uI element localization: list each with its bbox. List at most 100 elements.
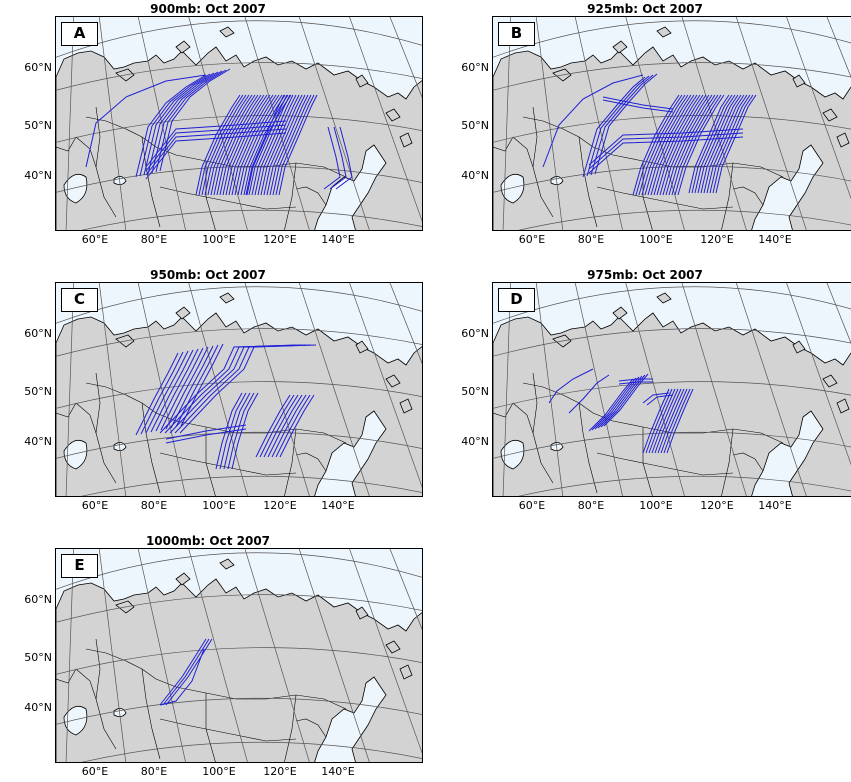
meridian-line xyxy=(298,549,370,762)
trajectory-group xyxy=(85,68,353,196)
trajectory-line xyxy=(145,350,189,434)
trajectory-line xyxy=(645,388,673,454)
island xyxy=(355,74,369,88)
trajectory-line xyxy=(210,94,256,196)
trajectory-line xyxy=(666,388,694,454)
trajectory-line xyxy=(542,74,644,168)
trajectory-line xyxy=(155,69,227,173)
meridian-line xyxy=(535,17,564,230)
trajectory-line xyxy=(275,94,315,196)
latitude-line xyxy=(493,328,851,357)
country-border xyxy=(284,694,297,762)
trajectory-line xyxy=(219,94,265,196)
longitude-label: 80°E xyxy=(140,765,168,778)
trajectory-line xyxy=(162,638,210,706)
meridian-line xyxy=(389,283,422,364)
trajectory-line xyxy=(677,94,725,196)
trajectory-line xyxy=(198,94,244,196)
trajectory-line xyxy=(654,388,682,454)
panel-letter: E xyxy=(61,554,98,578)
trajectory-line xyxy=(590,74,654,176)
trajectory-line xyxy=(175,344,219,428)
trajectory-line xyxy=(231,94,277,196)
trajectory-line xyxy=(145,120,287,168)
landmass xyxy=(56,312,422,496)
island xyxy=(355,606,369,620)
trajectory-line xyxy=(594,376,640,430)
latitude-label: 60°N xyxy=(461,327,489,340)
trajectory-line xyxy=(248,94,288,196)
meridian-line xyxy=(98,17,127,230)
country-border xyxy=(75,402,97,434)
latitude-label: 60°N xyxy=(461,61,489,74)
longitude-label: 60°E xyxy=(81,499,109,512)
meridian-line xyxy=(188,549,248,762)
trajectory-line xyxy=(207,94,253,196)
country-border xyxy=(85,116,347,178)
trajectory-line xyxy=(135,352,179,436)
island xyxy=(399,132,413,148)
latitude-label: 50°N xyxy=(461,385,489,398)
meridian-line xyxy=(188,283,248,496)
trajectory-line xyxy=(145,124,287,172)
trajectory-line xyxy=(568,374,610,414)
longitude-label: 80°E xyxy=(577,499,605,512)
trajectory-line xyxy=(329,126,347,190)
graticule xyxy=(493,283,851,496)
trajectory-line xyxy=(143,72,215,176)
trajectory-line xyxy=(709,94,751,194)
trajectory-line xyxy=(254,94,294,196)
latitude-line xyxy=(81,475,422,496)
meridian-line xyxy=(349,549,422,754)
island xyxy=(355,340,369,354)
trajectory-line xyxy=(335,126,353,190)
trajectory-line xyxy=(165,346,209,430)
longitude-label: 120°E xyxy=(700,233,734,246)
trajectory-line xyxy=(227,392,255,470)
trajectory-line xyxy=(600,374,646,428)
trajectory-line xyxy=(278,94,318,196)
island xyxy=(612,306,628,320)
latitude-line xyxy=(56,647,422,675)
island xyxy=(385,640,401,654)
meridian-line xyxy=(574,283,623,496)
island xyxy=(612,40,628,54)
trajectory-line xyxy=(195,94,241,196)
longitude-label: 100°E xyxy=(639,499,673,512)
longitude-label: 140°E xyxy=(321,765,355,778)
latitude-line xyxy=(81,209,422,230)
meridian-line xyxy=(298,283,370,496)
meridian-line xyxy=(137,17,186,230)
trajectory-line xyxy=(668,94,716,196)
longitude-label: 60°E xyxy=(518,499,546,512)
trajectory-line xyxy=(618,378,653,382)
trajectory-line xyxy=(323,126,341,190)
trajectory-line xyxy=(245,94,285,196)
latitude-line xyxy=(518,209,851,230)
landmass xyxy=(56,578,422,762)
latitude-label: 50°N xyxy=(461,119,489,132)
trajectory-line xyxy=(638,94,686,196)
trajectory-group xyxy=(542,73,757,196)
trajectory-line xyxy=(715,94,757,194)
latitude-label: 60°N xyxy=(24,61,52,74)
country-border xyxy=(284,162,297,230)
meridian-line xyxy=(535,283,564,496)
island xyxy=(175,40,191,54)
trajectory-line xyxy=(257,94,297,196)
latitude-label: 40°N xyxy=(461,169,489,182)
trajectory-line xyxy=(656,94,704,196)
trajectory-line xyxy=(228,94,274,196)
country-border xyxy=(85,648,347,710)
latitude-line xyxy=(493,431,851,459)
country-border xyxy=(141,136,161,228)
island xyxy=(399,398,413,414)
trajectory-line xyxy=(591,377,637,431)
trajectory-line xyxy=(266,94,306,196)
trajectory-line xyxy=(548,368,594,404)
meridian-line xyxy=(389,549,422,630)
meridian-line xyxy=(786,283,851,466)
latitude-line xyxy=(56,286,422,324)
meridian-line xyxy=(735,17,807,230)
trajectory-line xyxy=(263,94,303,196)
